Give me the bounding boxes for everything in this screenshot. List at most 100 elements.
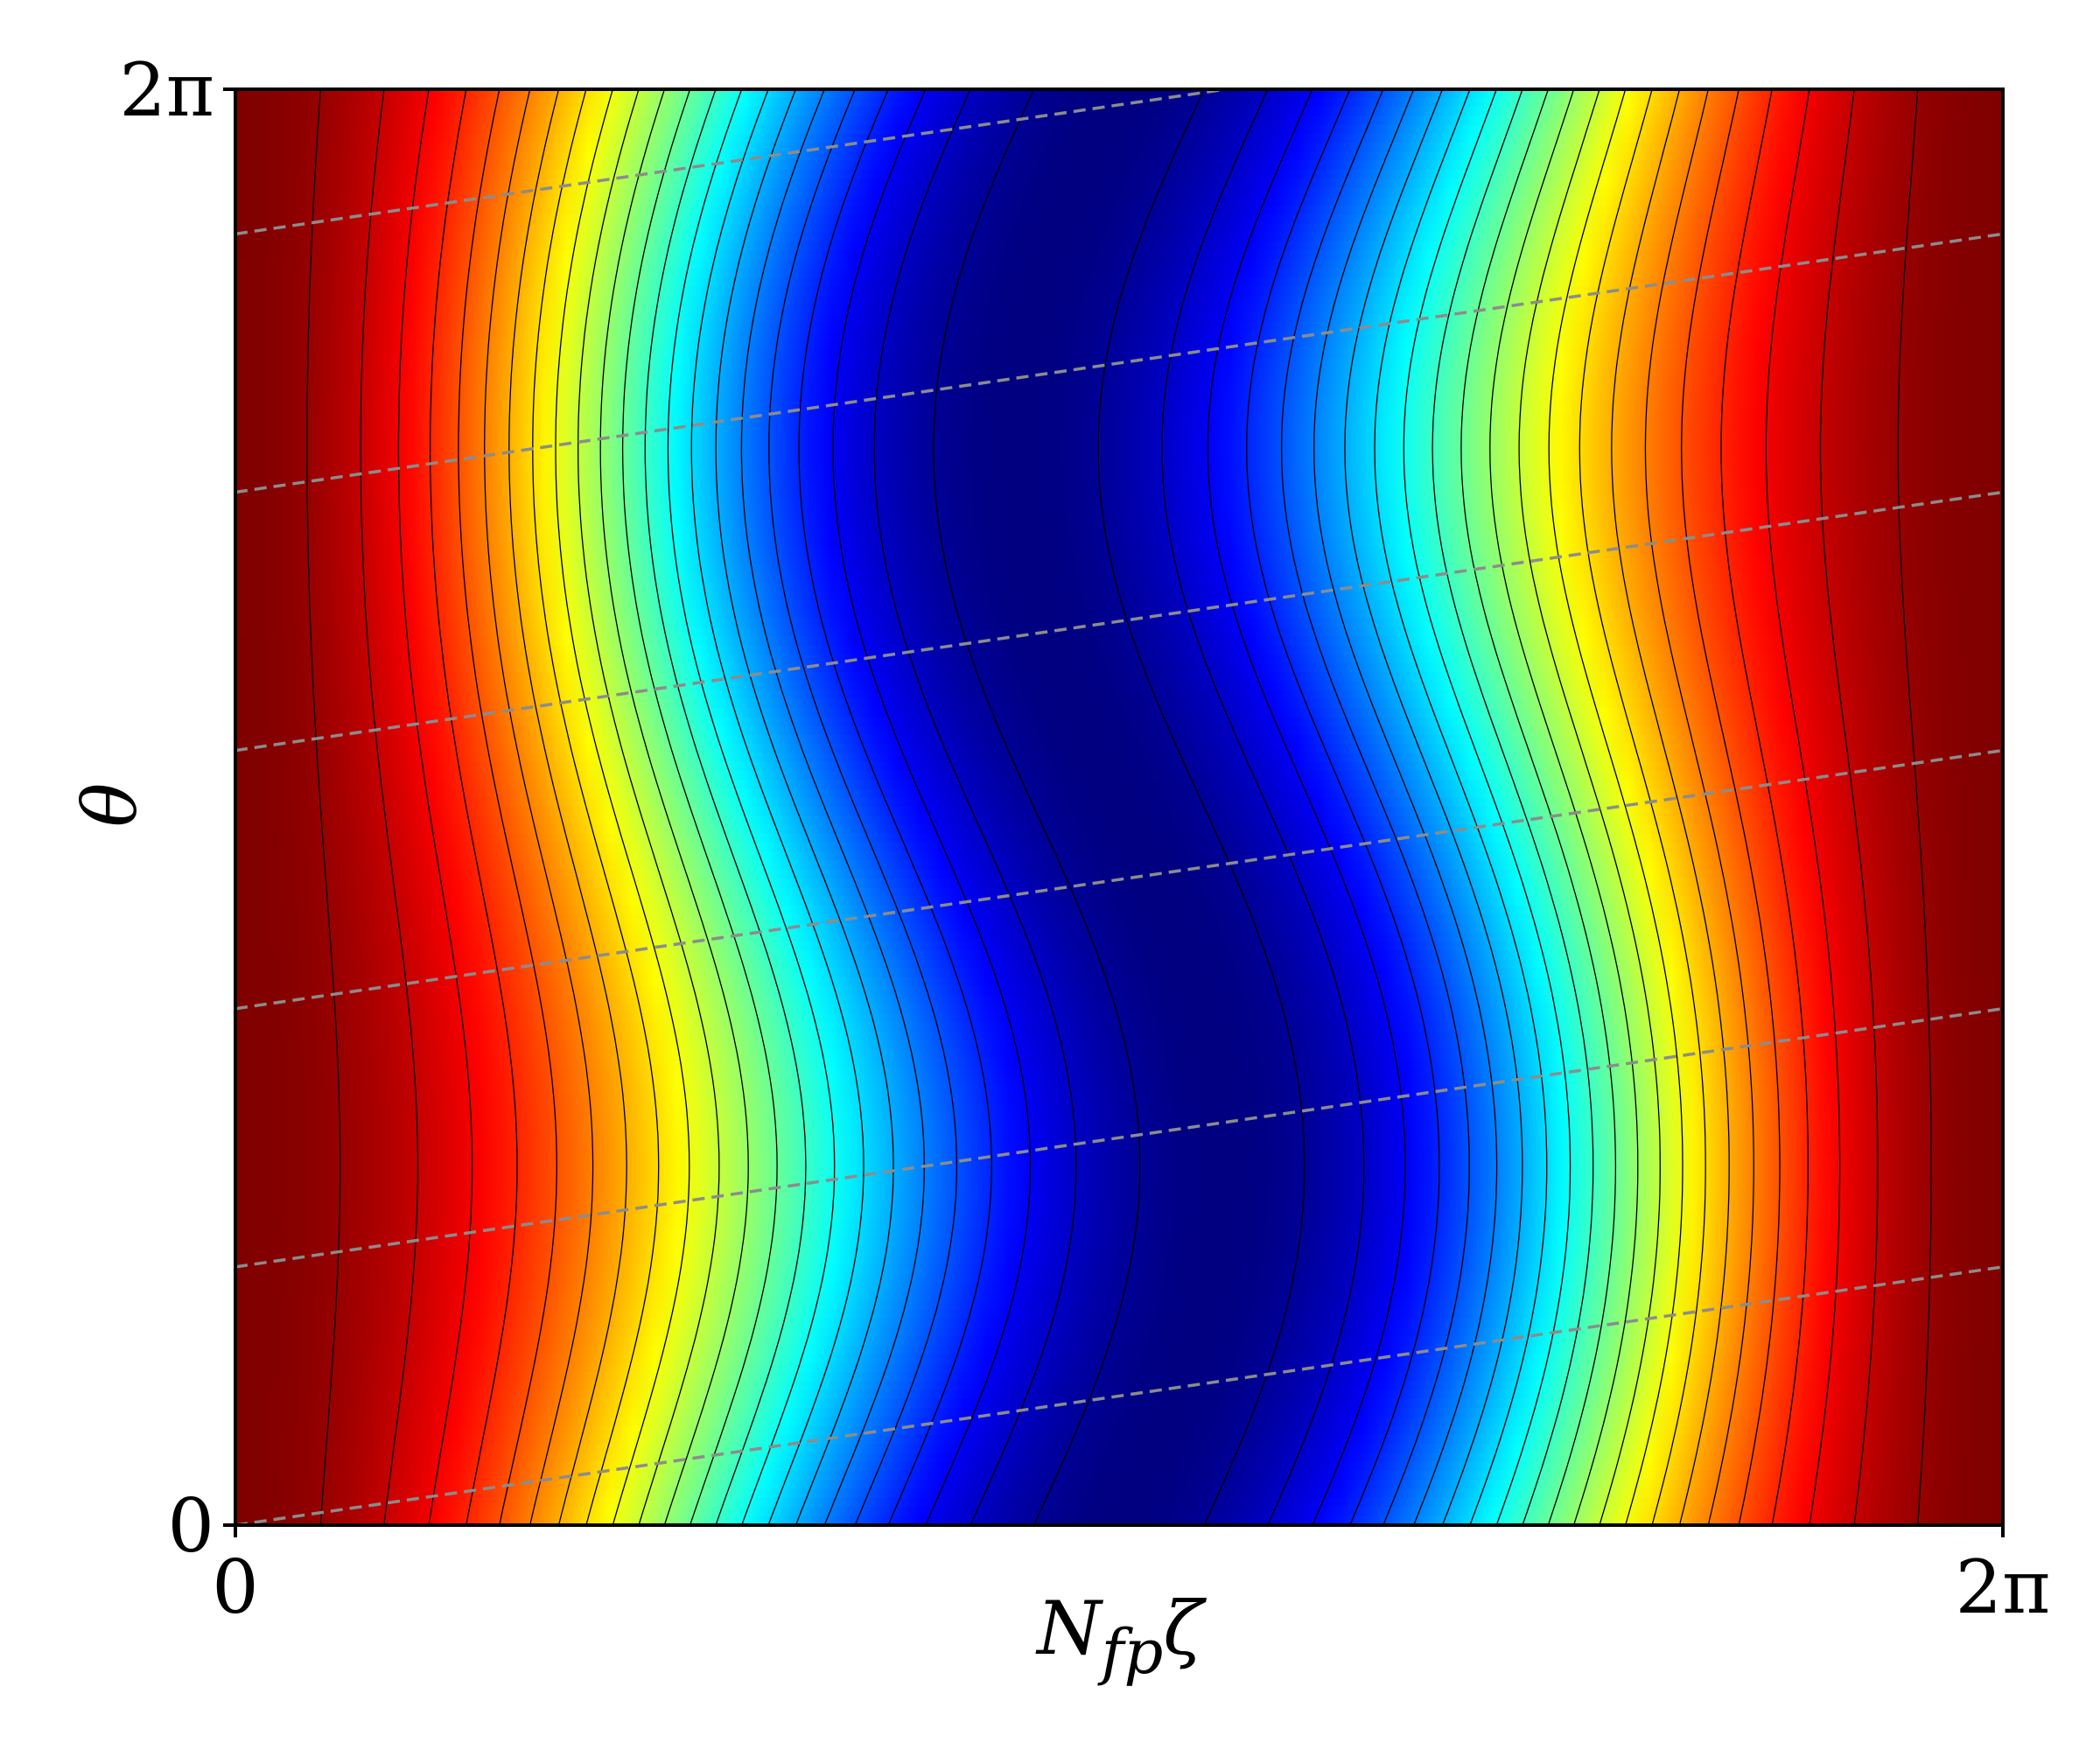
field-strip — [235, 196, 2003, 206]
field-strip — [235, 187, 2003, 198]
field-strip — [235, 1228, 2003, 1239]
contour-line — [933, 89, 1141, 1525]
field-strip — [235, 214, 2003, 225]
field-strip — [235, 1264, 2003, 1275]
contour-line — [1403, 89, 1572, 1525]
field-strip — [235, 519, 2003, 530]
field-strip — [235, 1417, 2003, 1427]
field-strip — [235, 1201, 2003, 1212]
x-tick-label: 0 — [212, 1544, 258, 1630]
field-strip — [235, 232, 2003, 242]
field-line — [235, 748, 2003, 1011]
field-strip — [235, 725, 2003, 736]
field-strip — [235, 384, 2003, 396]
field-strip — [235, 1425, 2003, 1436]
field-strip — [235, 797, 2003, 808]
field-strip — [235, 1012, 2003, 1024]
field-strip — [235, 761, 2003, 772]
field-strip — [235, 959, 2003, 970]
x-label-sub: fp — [1097, 1616, 1164, 1688]
field-strip — [235, 582, 2003, 592]
contour-line — [690, 89, 864, 1525]
contour-line — [1313, 89, 1498, 1525]
contour-line — [798, 89, 992, 1525]
x-label-base: N — [1035, 1586, 1103, 1671]
field-strip — [235, 843, 2003, 853]
field-strip — [235, 717, 2003, 727]
contour-line — [397, 89, 473, 1525]
field-strip — [235, 914, 2003, 925]
field-strip — [235, 276, 2003, 288]
field-strip — [235, 744, 2003, 754]
field-strip — [235, 348, 2003, 360]
field-strip — [235, 331, 2003, 341]
field-strip — [235, 1040, 2003, 1050]
field-strip — [235, 1372, 2003, 1382]
field-strip — [235, 1111, 2003, 1122]
field-strip — [235, 1488, 2003, 1499]
field-strip — [235, 169, 2003, 180]
field-strip — [235, 555, 2003, 566]
field-strip — [235, 223, 2003, 234]
field-strip — [235, 932, 2003, 942]
contour-line — [621, 89, 778, 1525]
field-strip — [235, 654, 2003, 664]
field-strip — [235, 402, 2003, 413]
field-strip — [235, 618, 2003, 628]
field-strip — [235, 1102, 2003, 1113]
field-strip — [235, 941, 2003, 952]
field-strip — [235, 878, 2003, 889]
field-strip — [235, 896, 2003, 906]
field-strip — [235, 1219, 2003, 1230]
field-strip — [235, 312, 2003, 324]
field-strip — [235, 1461, 2003, 1472]
field-strip — [235, 1067, 2003, 1077]
field-strip — [235, 97, 2003, 108]
field-strip — [235, 1084, 2003, 1096]
contour-line — [360, 89, 419, 1525]
contour-line — [458, 89, 557, 1525]
field-strip — [235, 976, 2003, 988]
field-strip — [235, 1291, 2003, 1302]
contour-line — [1897, 89, 1932, 1525]
contour-line — [1644, 89, 1754, 1525]
field-line — [235, 89, 1236, 236]
field-line — [235, 232, 2003, 494]
field-strip — [235, 609, 2003, 620]
field-strip — [235, 1345, 2003, 1355]
field-strip — [235, 1326, 2003, 1338]
y-tick-label: 2π — [119, 47, 214, 133]
field-strip — [235, 411, 2003, 422]
field-strip — [235, 833, 2003, 844]
field-strip — [235, 1147, 2003, 1158]
field-strip — [235, 89, 2003, 99]
field-strip — [235, 600, 2003, 611]
field-strip — [235, 1004, 2003, 1014]
field-strip — [235, 869, 2003, 880]
field-strip — [235, 923, 2003, 934]
contour-line — [430, 89, 518, 1525]
field-strip — [235, 367, 2003, 377]
contour-line — [1460, 89, 1617, 1525]
contour-line — [715, 89, 894, 1525]
field-strip — [235, 950, 2003, 961]
field-strip — [235, 1354, 2003, 1364]
field-strip — [235, 259, 2003, 270]
field-strip — [235, 250, 2003, 261]
contour-line — [1344, 89, 1523, 1525]
field-strip — [235, 1237, 2003, 1248]
field-strip — [235, 1138, 2003, 1149]
field-strip — [235, 1120, 2003, 1131]
field-strip — [235, 1506, 2003, 1517]
field-strip — [235, 824, 2003, 835]
field-strip — [235, 1318, 2003, 1328]
x-label-tail: ζ — [1163, 1586, 1207, 1671]
field-strip — [235, 905, 2003, 916]
contour-line — [1611, 89, 1730, 1525]
field-strip — [235, 1480, 2003, 1490]
field-strip — [235, 295, 2003, 305]
contour-line — [740, 89, 925, 1525]
field-strip — [235, 1048, 2003, 1060]
field-strip — [235, 1174, 2003, 1185]
